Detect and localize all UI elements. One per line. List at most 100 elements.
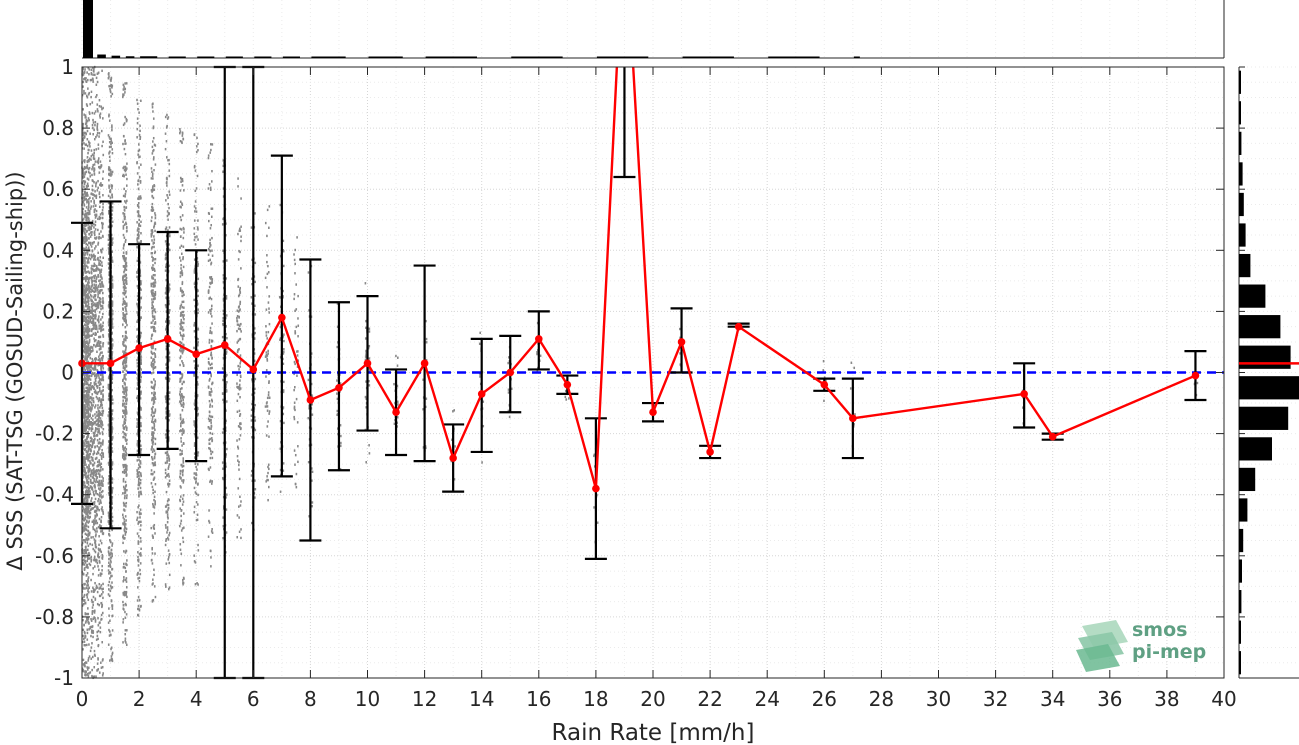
scatter-point — [124, 406, 127, 409]
scatter-point — [100, 617, 103, 621]
scatter-point — [152, 295, 155, 298]
scatter-point — [165, 199, 167, 202]
scatter-point — [88, 73, 90, 76]
scatter-point — [82, 663, 85, 666]
scatter-point — [90, 403, 93, 406]
scatter-point — [87, 259, 89, 263]
scatter-point — [95, 519, 98, 522]
scatter-point — [126, 386, 128, 389]
scatter-point — [100, 184, 102, 187]
scatter-point — [91, 668, 93, 672]
scatter-point — [111, 260, 114, 263]
scatter-point — [164, 240, 167, 243]
scatter-point — [136, 237, 139, 240]
scatter-point — [94, 264, 96, 267]
scatter-point — [82, 297, 85, 300]
top-hist-bar — [853, 56, 860, 58]
scatter-point — [99, 491, 101, 495]
scatter-point — [95, 376, 98, 379]
scatter-point — [167, 453, 169, 456]
scatter-point — [154, 408, 157, 411]
scatter-point — [100, 261, 103, 264]
scatter-point — [150, 438, 153, 442]
scatter-point — [108, 136, 111, 139]
scatter-point — [87, 140, 90, 143]
scatter-point — [83, 404, 86, 407]
scatter-point — [124, 317, 127, 320]
scatter-point — [109, 84, 112, 88]
scatter-point — [111, 629, 114, 632]
scatter-point — [136, 362, 139, 365]
scatter-point — [125, 308, 127, 311]
scatter-point — [140, 406, 142, 410]
scatter-point — [97, 317, 100, 321]
scatter-point — [153, 527, 156, 530]
scatter-point — [85, 593, 88, 597]
scatter-point — [91, 173, 93, 177]
scatter-point — [109, 564, 111, 567]
scatter-point — [152, 440, 155, 444]
scatter-point — [84, 631, 86, 635]
scatter-point — [165, 538, 168, 541]
scatter-point — [98, 192, 101, 196]
scatter-point — [154, 163, 157, 166]
scatter-point — [95, 638, 98, 641]
scatter-point — [140, 359, 142, 363]
scatter-point — [90, 149, 93, 152]
scatter-point — [108, 262, 110, 266]
scatter-point — [125, 120, 128, 123]
scatter-point — [139, 224, 142, 228]
scatter-point — [125, 519, 127, 522]
scatter-point — [139, 197, 142, 200]
scatter-point — [153, 352, 155, 355]
scatter-point — [83, 185, 85, 188]
scatter-point — [83, 213, 86, 217]
scatter-point — [94, 530, 97, 533]
scatter-point — [98, 448, 100, 452]
scatter-point — [97, 284, 100, 287]
scatter-point — [109, 559, 112, 562]
scatter-point — [137, 607, 139, 611]
scatter-point — [123, 504, 125, 507]
scatter-point — [100, 572, 103, 576]
scatter-point — [87, 333, 90, 337]
scatter-point — [123, 521, 126, 524]
scatter-point — [99, 594, 102, 598]
scatter-point — [99, 279, 102, 282]
scatter-point — [136, 573, 139, 576]
scatter-point — [82, 618, 84, 622]
scatter-point — [100, 593, 103, 596]
scatter-point — [98, 263, 100, 266]
scatter-point — [124, 165, 127, 169]
scatter-point — [86, 481, 88, 484]
scatter-point — [111, 442, 113, 446]
scatter-point — [168, 243, 170, 246]
scatter-point — [100, 268, 103, 271]
scatter-point — [108, 522, 110, 525]
scatter-point — [165, 320, 167, 323]
scatter-point — [88, 261, 90, 264]
scatter-point — [88, 296, 91, 299]
scatter-point — [102, 213, 104, 216]
scatter-point — [97, 143, 100, 146]
scatter-point — [122, 445, 124, 448]
scatter-point — [108, 324, 110, 327]
scatter-point — [152, 491, 154, 495]
scatter-point — [101, 356, 104, 360]
scatter-point — [97, 497, 100, 501]
scatter-point — [87, 342, 89, 346]
scatter-point — [82, 431, 85, 434]
scatter-point — [140, 444, 142, 447]
scatter-point — [94, 406, 96, 409]
scatter-point — [140, 604, 142, 608]
scatter-point — [98, 548, 100, 552]
scatter-point — [168, 286, 170, 289]
scatter-point — [85, 270, 88, 274]
right-hist-bar — [1239, 376, 1299, 400]
scatter-point — [100, 402, 103, 405]
scatter-point — [84, 159, 86, 162]
scatter-point — [139, 155, 141, 158]
scatter-point — [83, 525, 86, 528]
scatter-point — [85, 124, 88, 128]
scatter-point — [84, 68, 86, 71]
